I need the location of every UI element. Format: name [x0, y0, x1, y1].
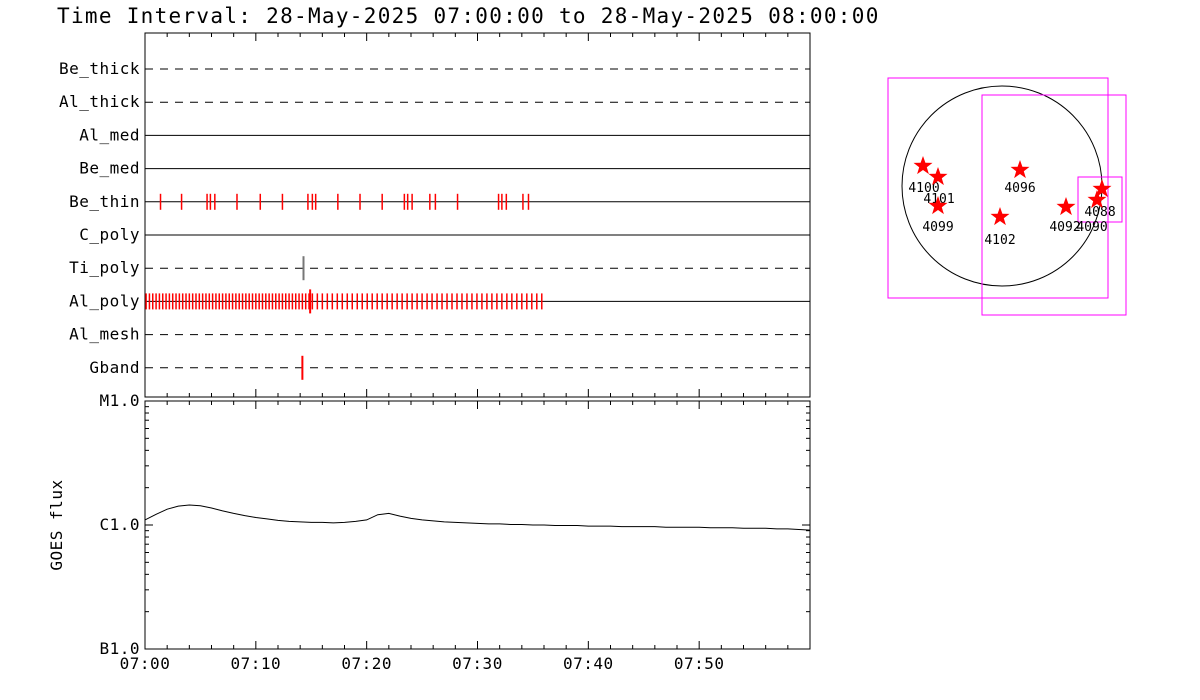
active-region-star: [913, 156, 933, 175]
active-region-label: 4088: [1084, 205, 1115, 220]
active-region-star: [1092, 179, 1112, 198]
fov-box: [981, 94, 1127, 316]
goes-y-axis-title: GOES flux: [47, 479, 66, 570]
active-region-star: [990, 207, 1010, 226]
active-region-label: 4100: [908, 181, 939, 196]
filter-row-label: Al_thick: [59, 92, 140, 111]
active-region-star: [1010, 160, 1030, 179]
goes-x-tick-label: 07:00: [120, 654, 171, 673]
goes-flux-curve: [144, 504, 811, 531]
active-region-label: 4096: [1004, 181, 1035, 196]
filter-row-label: Be_thin: [69, 192, 140, 211]
filter-row-label: Be_med: [79, 159, 140, 178]
active-region-label: 4099: [922, 220, 953, 235]
page-title: Time Interval: 28-May-2025 07:00:00 to 2…: [57, 4, 880, 28]
filter-row-label: Al_mesh: [69, 325, 140, 344]
active-region-label: 4102: [984, 233, 1015, 248]
active-region-star: [928, 196, 948, 215]
goes-y-tick-label: M1.0: [99, 391, 140, 410]
fov-box: [1077, 176, 1123, 223]
goes-x-tick-label: 07:40: [563, 654, 614, 673]
filter-row-label: Al_med: [79, 125, 140, 144]
filter-row-label: Al_poly: [69, 291, 140, 310]
active-region-star: [1087, 190, 1107, 209]
filter-row-label: Be_thick: [59, 59, 140, 78]
filter-row-label: Ti_poly: [69, 258, 140, 277]
filter-row-label: Gband: [89, 358, 140, 377]
goes-y-tick-label: B1.0: [99, 639, 140, 658]
goes-frame: [144, 400, 811, 650]
goes-x-tick-label: 07:30: [452, 654, 503, 673]
timeline-frame: [144, 32, 811, 398]
goes-x-tick-label: 07:20: [341, 654, 392, 673]
goes-y-tick-label: C1.0: [99, 515, 140, 534]
active-region-star: [928, 167, 948, 186]
filter-row-label: C_poly: [79, 225, 140, 244]
active-region-label: 4090: [1076, 220, 1107, 235]
goes-x-tick-label: 07:10: [230, 654, 281, 673]
goes-x-tick-label: 07:50: [674, 654, 725, 673]
active-region-star: [1056, 197, 1076, 216]
active-region-label: 4092: [1049, 220, 1080, 235]
